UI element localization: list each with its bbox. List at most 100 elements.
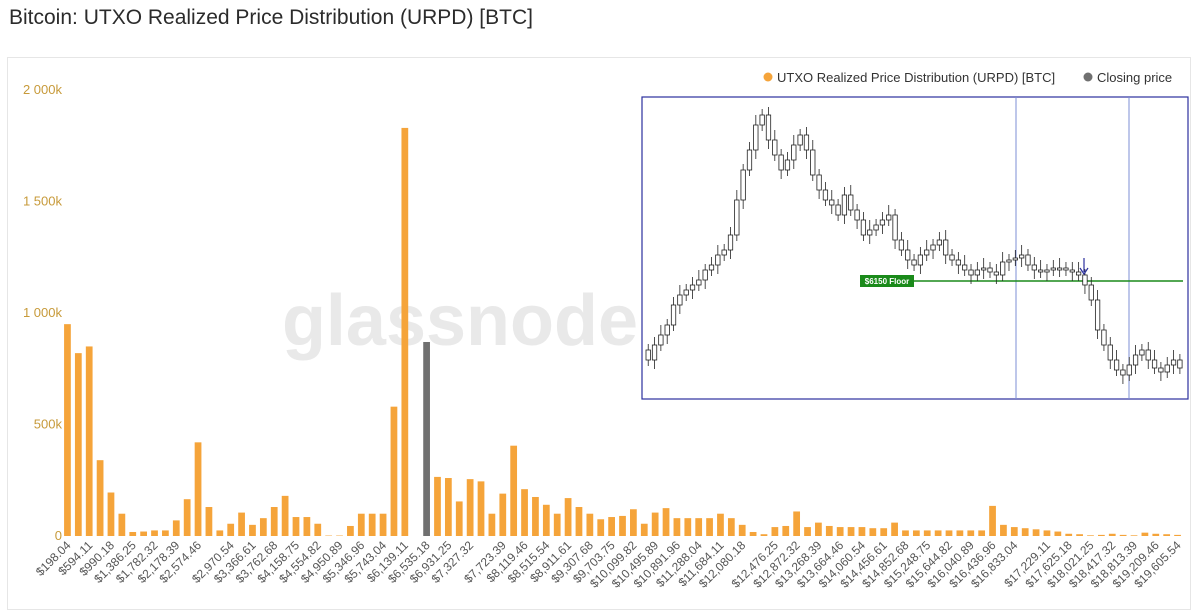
urpd-bar[interactable] (880, 528, 888, 536)
urpd-bar[interactable] (1010, 527, 1018, 536)
urpd-bar[interactable] (303, 517, 311, 536)
urpd-bar[interactable] (1130, 535, 1138, 536)
urpd-bar[interactable] (662, 508, 670, 537)
urpd-bar[interactable] (1043, 530, 1051, 536)
urpd-bar[interactable] (673, 518, 681, 536)
urpd-bar[interactable] (1054, 531, 1062, 536)
urpd-bar[interactable] (521, 489, 528, 536)
urpd-bar[interactable] (1141, 532, 1149, 536)
urpd-bar[interactable] (499, 493, 507, 536)
urpd-bar[interactable] (1065, 533, 1073, 536)
urpd-bar[interactable] (281, 495, 289, 536)
urpd-bar[interactable] (869, 528, 877, 536)
urpd-bar[interactable] (706, 518, 713, 536)
urpd-bar[interactable] (107, 492, 115, 536)
urpd-bar[interactable] (760, 534, 768, 536)
urpd-bar[interactable] (129, 531, 137, 536)
urpd-bar[interactable] (989, 505, 996, 536)
urpd-bar[interactable] (858, 527, 866, 536)
urpd-bar[interactable] (608, 517, 615, 536)
urpd-bar[interactable] (825, 525, 833, 536)
urpd-bar[interactable] (564, 498, 572, 536)
urpd-bar[interactable] (891, 522, 898, 536)
urpd-bar[interactable] (1032, 529, 1040, 536)
urpd-bar[interactable] (401, 127, 409, 536)
urpd-bar[interactable] (314, 523, 322, 536)
urpd-bar[interactable] (847, 527, 855, 536)
urpd-bar[interactable] (1000, 524, 1007, 536)
urpd-bar[interactable] (1021, 528, 1029, 536)
urpd-bar[interactable] (455, 501, 463, 536)
urpd-bar[interactable] (782, 525, 790, 536)
urpd-bar[interactable] (249, 524, 256, 536)
urpd-bar[interactable] (85, 346, 93, 536)
urpd-bar[interactable] (912, 530, 920, 536)
urpd-bar[interactable] (140, 531, 147, 536)
urpd-bar[interactable] (651, 512, 659, 536)
closing-price-bar[interactable] (423, 341, 430, 536)
urpd-bar[interactable] (368, 513, 376, 536)
legend-urpd-dot[interactable] (763, 72, 773, 82)
urpd-bar[interactable] (956, 530, 964, 536)
legend-urpd-label[interactable]: UTXO Realized Price Distribution (URPD) … (777, 70, 1055, 85)
urpd-bar[interactable] (379, 513, 387, 536)
urpd-bar[interactable] (978, 530, 986, 536)
urpd-bar[interactable] (695, 518, 703, 536)
urpd-bar[interactable] (118, 513, 126, 536)
urpd-bar[interactable] (357, 513, 365, 536)
urpd-bar[interactable] (194, 442, 202, 536)
urpd-bar[interactable] (749, 531, 757, 536)
urpd-bar[interactable] (640, 523, 648, 536)
urpd-bar[interactable] (1076, 534, 1083, 536)
urpd-bar[interactable] (292, 517, 300, 536)
urpd-bar[interactable] (477, 481, 485, 536)
urpd-bar[interactable] (815, 522, 822, 536)
urpd-bar[interactable] (1119, 534, 1127, 536)
urpd-bar[interactable] (205, 507, 213, 536)
urpd-bar[interactable] (727, 518, 735, 536)
urpd-bar[interactable] (1152, 533, 1160, 536)
urpd-bar[interactable] (270, 507, 278, 536)
legend-closing-label[interactable]: Closing price (1097, 70, 1172, 85)
urpd-bar[interactable] (74, 353, 82, 536)
urpd-bar[interactable] (347, 525, 354, 536)
urpd-bar[interactable] (216, 530, 224, 536)
urpd-bar[interactable] (717, 513, 724, 536)
urpd-bar[interactable] (1098, 534, 1105, 536)
urpd-bar[interactable] (619, 515, 626, 536)
urpd-bar[interactable] (183, 499, 191, 536)
urpd-bar[interactable] (945, 530, 953, 536)
urpd-bar[interactable] (172, 520, 180, 536)
legend-closing-dot[interactable] (1083, 72, 1093, 82)
urpd-bar[interactable] (542, 504, 550, 536)
urpd-bar[interactable] (967, 530, 975, 536)
urpd-bar[interactable] (466, 479, 474, 536)
urpd-bar[interactable] (444, 478, 452, 536)
urpd-bar[interactable] (934, 530, 942, 536)
urpd-bar[interactable] (586, 513, 594, 536)
urpd-bar[interactable] (227, 523, 235, 536)
urpd-bar[interactable] (630, 509, 637, 536)
urpd-bar[interactable] (162, 530, 169, 536)
urpd-bar[interactable] (434, 476, 441, 536)
urpd-bar[interactable] (96, 460, 104, 536)
urpd-bar[interactable] (836, 527, 844, 536)
urpd-bar[interactable] (1108, 533, 1116, 536)
urpd-bar[interactable] (259, 518, 267, 536)
urpd-bar[interactable] (804, 527, 811, 536)
urpd-bar[interactable] (793, 511, 801, 536)
urpd-bar[interactable] (1174, 534, 1181, 536)
urpd-bar[interactable] (390, 406, 398, 536)
urpd-bar[interactable] (553, 513, 561, 536)
urpd-bar[interactable] (532, 496, 539, 536)
urpd-bar[interactable] (738, 524, 746, 536)
urpd-bar[interactable] (684, 518, 692, 536)
urpd-bar[interactable] (1087, 535, 1094, 536)
urpd-bar[interactable] (510, 445, 518, 536)
urpd-bar[interactable] (488, 513, 496, 536)
urpd-bar[interactable] (771, 527, 779, 536)
urpd-bar[interactable] (902, 530, 909, 536)
urpd-bar[interactable] (597, 519, 605, 536)
urpd-bar[interactable] (238, 512, 245, 536)
urpd-bar[interactable] (1163, 534, 1171, 536)
